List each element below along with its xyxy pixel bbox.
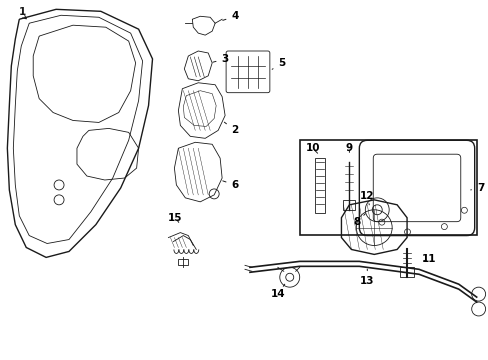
Text: 10: 10 <box>305 143 319 153</box>
Text: 6: 6 <box>223 180 238 190</box>
Text: 11: 11 <box>421 255 435 264</box>
Text: 5: 5 <box>272 58 285 69</box>
Text: 13: 13 <box>359 269 374 286</box>
Text: 1: 1 <box>19 7 26 17</box>
Bar <box>299 140 476 235</box>
Text: 8: 8 <box>353 214 365 227</box>
Text: 15: 15 <box>168 213 183 223</box>
Text: 7: 7 <box>470 183 483 193</box>
Bar <box>343 200 355 210</box>
Text: 12: 12 <box>359 191 374 205</box>
Bar <box>399 267 413 277</box>
Text: 14: 14 <box>270 284 285 299</box>
Text: 4: 4 <box>223 11 238 21</box>
Text: 9: 9 <box>345 143 352 153</box>
Bar <box>178 260 188 265</box>
Text: 3: 3 <box>212 54 228 64</box>
Bar <box>314 158 324 213</box>
Text: 2: 2 <box>224 122 238 135</box>
